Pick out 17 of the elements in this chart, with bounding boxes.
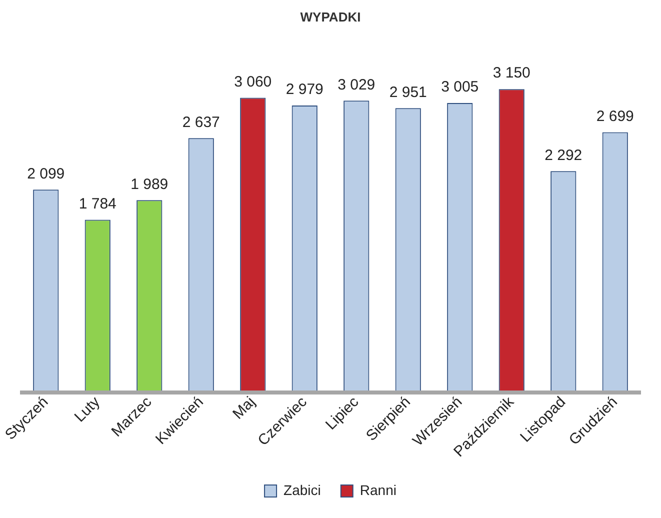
data-label: 1 784 <box>78 195 116 212</box>
data-label: 2 637 <box>182 114 220 131</box>
x-tick-label: Luty <box>71 393 104 426</box>
x-tick-label: Maj <box>230 394 259 423</box>
data-label: 3 029 <box>338 76 376 94</box>
legend-label: Ranni <box>360 482 396 498</box>
legend-label: Zabici <box>284 482 321 498</box>
data-label: 3 060 <box>234 73 272 90</box>
data-label: 1 989 <box>130 176 168 193</box>
data-label: 2 699 <box>596 108 634 125</box>
data-label: 2 292 <box>544 146 582 164</box>
data-label: 3 005 <box>441 78 479 96</box>
data-label: 2 099 <box>27 165 65 182</box>
data-label: 2 979 <box>286 81 324 98</box>
chart-title: WYPADKI <box>300 9 361 24</box>
data-label: 3 150 <box>492 64 530 82</box>
data-label: 2 951 <box>389 84 427 101</box>
